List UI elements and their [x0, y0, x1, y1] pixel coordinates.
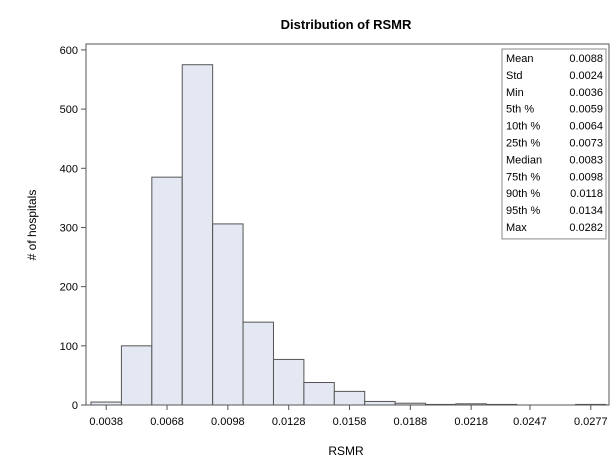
stat-label-2: Min	[506, 87, 524, 99]
x-tick-label-4: 0.0158	[333, 416, 367, 428]
x-tick-label-2: 0.0098	[211, 416, 245, 428]
histogram-bar-1	[120, 345, 153, 406]
x-tick-label-0: 0.0038	[89, 416, 123, 428]
y-tick-label-4: 400	[60, 163, 78, 175]
plot-area	[85, 43, 610, 406]
y-tick-label-1: 100	[60, 341, 78, 353]
y-tick-label-3: 300	[60, 222, 78, 234]
stat-label-9: 95th %	[506, 205, 540, 217]
stat-label-5: 25th %	[506, 138, 540, 150]
x-tick-label-8: 0.0277	[574, 416, 608, 428]
histogram-bar-2	[151, 176, 183, 406]
stat-value-1: 0.0024	[569, 70, 603, 82]
stat-value-2: 0.0036	[569, 87, 603, 99]
stats-inset-table: Mean 0.0088 Std 0.0024 Min 0.0036 5th % 0.0059 1…	[501, 48, 607, 240]
stat-label-6: Median	[506, 154, 542, 166]
stat-value-8: 0.0118	[570, 188, 603, 200]
stat-label-1: Std	[506, 70, 523, 82]
histogram-bar-3	[181, 64, 214, 406]
y-tick-label-2: 200	[60, 282, 78, 294]
y-tick-label-5: 500	[60, 104, 78, 116]
stat-value-6: 0.0083	[569, 154, 603, 166]
x-tick-label-5: 0.0188	[394, 416, 428, 428]
x-axis-label: RSMR	[328, 444, 364, 458]
stats-inset-border	[501, 48, 607, 240]
stat-label-4: 10th %	[506, 121, 540, 133]
stat-value-5: 0.0073	[569, 138, 603, 150]
y-axis: 0 100 200 300 400 500 600	[60, 45, 86, 412]
histogram-bar-4	[212, 223, 244, 406]
stat-value-10: 0.0282	[569, 222, 603, 234]
x-axis: 0.0038 0.0068 0.0098 0.0128 0.0158 0.0188 0.02…	[89, 405, 608, 428]
stat-value-3: 0.0059	[569, 104, 603, 116]
y-axis-label: # of hospitals	[25, 190, 39, 261]
stat-value-4: 0.0064	[569, 121, 603, 133]
y-tick-label-6: 600	[60, 45, 78, 57]
x-tick-label-6: 0.0218	[454, 416, 488, 428]
x-tick-label-1: 0.0068	[150, 416, 184, 428]
stat-label-0: Mean	[506, 53, 534, 65]
histogram-bar-6	[272, 358, 305, 406]
stat-value-7: 0.0098	[569, 171, 603, 183]
stat-label-8: 90th %	[506, 188, 540, 200]
x-tick-label-3: 0.0128	[272, 416, 306, 428]
histogram-bar-5	[242, 321, 274, 406]
bars-group	[90, 64, 607, 406]
stat-label-7: 75th %	[506, 171, 540, 183]
histogram-bar-7	[303, 382, 335, 406]
y-tick-label-0: 0	[72, 400, 78, 412]
histogram-bar-8	[333, 390, 366, 406]
stat-value-9: 0.0134	[569, 205, 603, 217]
chart-title: Distribution of RSMR	[281, 17, 412, 32]
stat-value-0: 0.0088	[569, 53, 603, 65]
stat-label-3: 5th %	[506, 104, 534, 116]
x-tick-label-7: 0.0247	[513, 416, 547, 428]
stat-label-10: Max	[506, 222, 527, 234]
histogram-bar-9	[364, 400, 396, 406]
